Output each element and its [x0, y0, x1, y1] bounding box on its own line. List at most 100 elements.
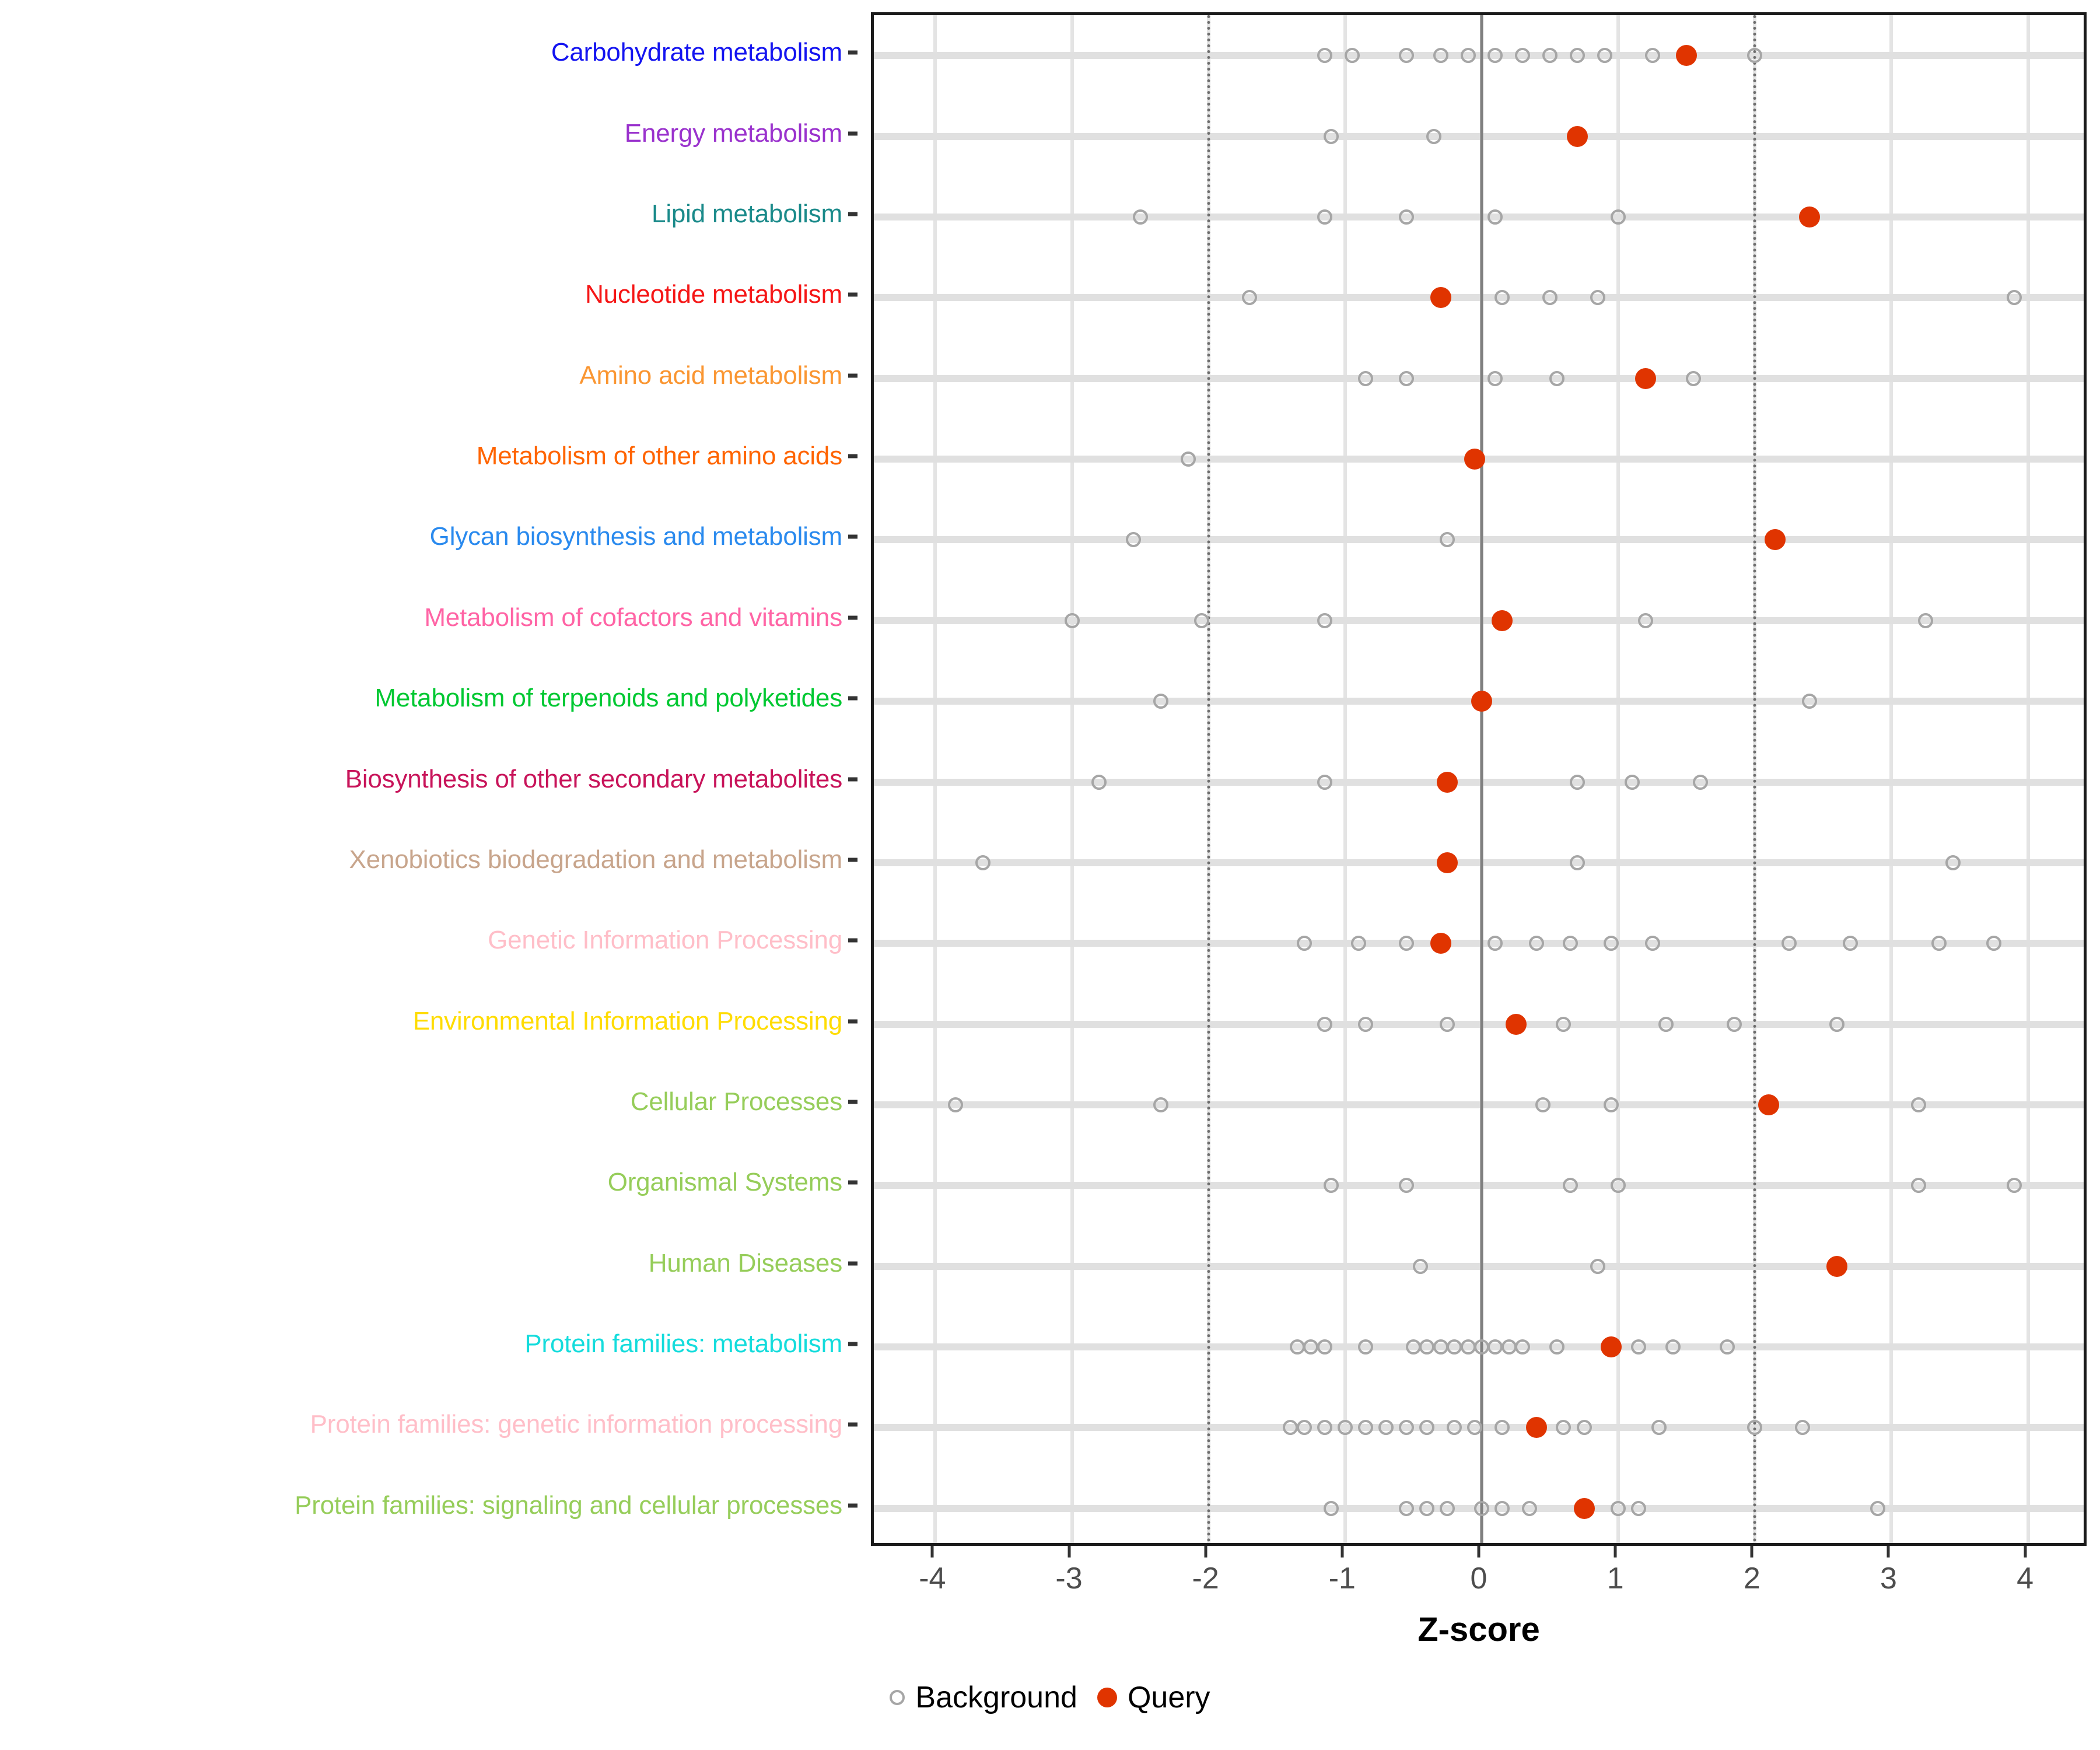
background-point	[1829, 1016, 1845, 1032]
background-point	[1569, 774, 1585, 790]
query-point	[1492, 610, 1513, 631]
query-point	[1566, 125, 1588, 147]
background-point	[1494, 290, 1510, 306]
plot-area	[874, 15, 2084, 1543]
background-point	[1494, 1500, 1510, 1516]
query-point	[1437, 771, 1458, 793]
x-axis-tick-mark	[1750, 1546, 1754, 1558]
background-point	[1692, 774, 1708, 790]
background-point	[1521, 1500, 1537, 1516]
background-point	[1399, 1420, 1415, 1436]
y-axis-tick-mark	[848, 534, 858, 539]
background-point	[1542, 290, 1558, 306]
background-point	[2007, 1178, 2022, 1194]
background-point	[1303, 1339, 1319, 1355]
background-point	[1611, 1178, 1626, 1194]
background-point	[1801, 694, 1817, 709]
background-point	[1747, 1420, 1763, 1436]
x-axis-tick-mark	[1477, 1546, 1480, 1558]
query-point	[1430, 933, 1451, 954]
x-axis-tick-mark	[1614, 1546, 1617, 1558]
background-point	[1426, 128, 1442, 144]
y-axis-tick-mark	[848, 1422, 858, 1427]
background-point	[1357, 1420, 1373, 1436]
background-point	[1405, 1339, 1421, 1355]
horizontal-gridline	[874, 52, 2084, 60]
y-axis-tick-label: Organismal Systems	[607, 1168, 842, 1197]
background-point	[1781, 936, 1797, 951]
background-point	[1631, 1500, 1647, 1516]
open-circle-icon	[890, 1690, 905, 1705]
background-point	[1357, 370, 1373, 386]
horizontal-gridline	[874, 1101, 2084, 1108]
background-point	[1488, 209, 1503, 225]
background-point	[1501, 1339, 1517, 1355]
y-axis-tick-mark	[848, 777, 858, 781]
query-point	[1464, 449, 1486, 470]
background-point	[1180, 452, 1196, 467]
x-axis-tick-mark	[1204, 1546, 1208, 1558]
background-point	[1194, 612, 1209, 628]
y-axis-tick-mark	[848, 373, 858, 378]
horizontal-gridline	[874, 1182, 2084, 1189]
query-point	[1601, 1336, 1622, 1358]
background-point	[1344, 48, 1360, 64]
background-point	[1125, 532, 1141, 548]
background-point	[1399, 48, 1415, 64]
background-point	[1153, 1097, 1168, 1112]
x-axis-tick-label: -3	[1055, 1562, 1083, 1595]
background-point	[1604, 1097, 1619, 1112]
background-point	[1399, 209, 1415, 225]
background-point	[1556, 1420, 1572, 1436]
background-point	[1317, 612, 1332, 628]
background-point	[1911, 1178, 1927, 1194]
horizontal-gridline	[874, 617, 2084, 624]
y-axis-tick-mark	[848, 615, 858, 620]
background-point	[1535, 1097, 1551, 1112]
background-point	[1795, 1420, 1811, 1436]
background-point	[1986, 936, 2002, 951]
y-axis-tick-label: Protein families: genetic information pr…	[310, 1410, 843, 1439]
background-point	[1563, 936, 1578, 951]
query-point	[1826, 1255, 1847, 1277]
legend: Background Query	[0, 1680, 2100, 1715]
horizontal-gridline	[874, 1020, 2084, 1028]
y-axis-tick-mark	[848, 131, 858, 136]
background-point	[1460, 1339, 1476, 1355]
background-point	[1549, 1339, 1564, 1355]
background-point	[1665, 1339, 1681, 1355]
y-axis-category-labels: Carbohydrate metabolism Energy metabolism…	[0, 12, 858, 1546]
background-point	[1399, 936, 1415, 951]
x-axis-tick-label: -4	[919, 1562, 946, 1595]
background-point	[1447, 1420, 1462, 1436]
background-point	[1412, 1258, 1428, 1274]
background-point	[1296, 936, 1312, 951]
background-point	[1727, 1016, 1742, 1032]
background-point	[1467, 1420, 1483, 1436]
background-point	[1911, 1097, 1927, 1112]
x-axis-tick-label: 1	[1606, 1562, 1624, 1595]
query-point	[1505, 1013, 1527, 1035]
background-point	[1685, 370, 1701, 386]
y-axis-tick-label: Cellular Processes	[630, 1087, 842, 1116]
y-axis-tick-mark	[848, 50, 858, 55]
background-point	[1399, 370, 1415, 386]
background-point	[1399, 1178, 1415, 1194]
background-point	[1419, 1420, 1435, 1436]
background-point	[1637, 612, 1653, 628]
query-point	[1765, 529, 1786, 551]
y-axis-tick-label: Glycan biosynthesis and metabolism	[429, 522, 843, 551]
y-axis-tick-mark	[848, 1342, 858, 1346]
background-point	[1644, 936, 1660, 951]
background-point	[1515, 1339, 1531, 1355]
background-point	[1528, 936, 1544, 951]
background-point	[1590, 1258, 1606, 1274]
y-axis-tick-label: Metabolism of other amino acids	[476, 442, 842, 471]
background-point	[1488, 936, 1503, 951]
background-point	[1399, 1500, 1415, 1516]
background-point	[1447, 1339, 1462, 1355]
horizontal-gridline	[874, 778, 2084, 786]
x-axis: -4 -3 -2 -1 0 1 2 3 4	[871, 1546, 2087, 1616]
plot-panel	[871, 12, 2087, 1546]
